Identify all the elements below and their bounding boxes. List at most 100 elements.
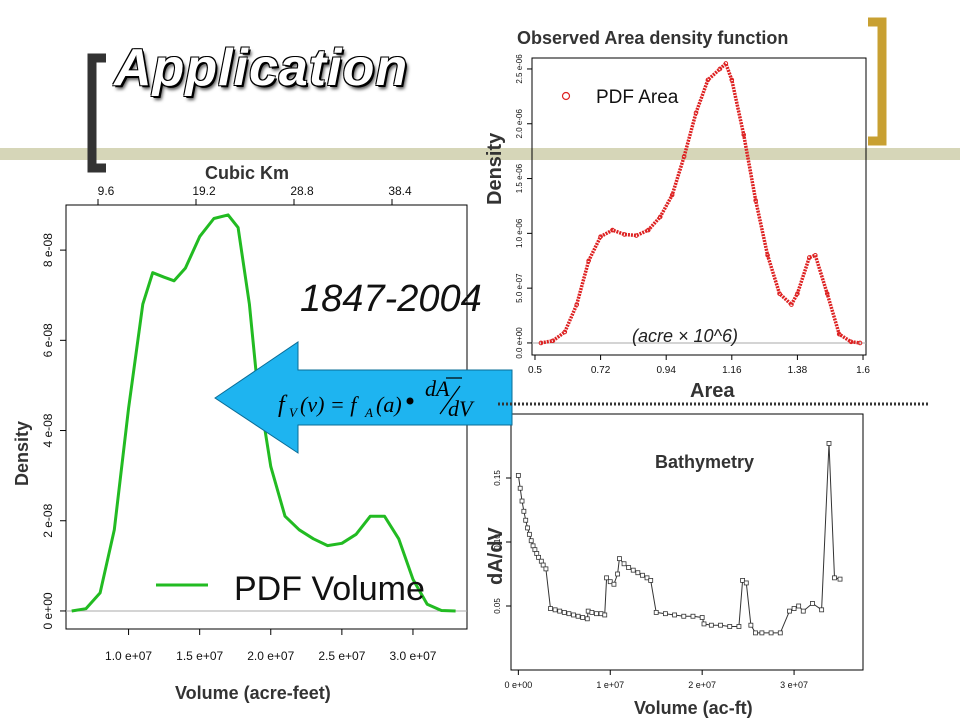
volume-y-tick-label: 0 e+00 xyxy=(41,592,55,629)
area-density-point xyxy=(669,192,675,198)
bathymetry-y-axis-label: dA/dV xyxy=(485,527,507,585)
area-density-point xyxy=(807,255,812,260)
area-density-point xyxy=(586,258,591,264)
area-density-point xyxy=(646,227,651,233)
bathymetry-x-tick-label: 1 e+07 xyxy=(596,680,624,690)
bathymetry-point xyxy=(701,621,707,627)
volume-density-line xyxy=(71,213,456,613)
area-x-tick-label: 0.5 xyxy=(528,365,542,376)
bathymetry-point xyxy=(736,624,742,629)
bathymetry-point xyxy=(690,613,696,619)
bathymetry-point xyxy=(837,576,843,582)
area-legend-marker xyxy=(561,91,571,101)
area-density-point xyxy=(693,110,699,116)
bathymetry-point xyxy=(523,517,529,523)
area-y-tick-label: 2.0 e-06 xyxy=(515,109,524,139)
bathymetry-point xyxy=(791,606,797,611)
area-density-point xyxy=(789,302,794,307)
bathymetry-point xyxy=(538,558,544,564)
bathymetry-point xyxy=(621,561,627,567)
bathymetry-point xyxy=(753,630,758,636)
bathymetry-point xyxy=(517,485,523,491)
top-axis-tick-label: 38.4 xyxy=(388,184,412,198)
top-axis-tick-label: 9.6 xyxy=(98,184,115,198)
bathymetry-point xyxy=(832,575,837,581)
right-bracket xyxy=(868,17,887,146)
bathymetry-point xyxy=(566,611,572,617)
bathymetry-point xyxy=(602,612,608,618)
bathymetry-point xyxy=(528,538,534,544)
bathymetry-x-tick-label: 3 e+07 xyxy=(780,680,808,690)
title-band xyxy=(0,148,960,160)
bathymetry-point xyxy=(536,554,541,560)
bathymetry-x-tick-label: 2 e+07 xyxy=(688,680,716,690)
bathymetry-x-tick-label: 0 e+00 xyxy=(504,680,532,690)
bathymetry-point xyxy=(534,551,540,556)
bathymetry-point xyxy=(571,612,576,618)
bathymetry-point xyxy=(777,630,783,636)
bathymetry-point xyxy=(611,581,617,587)
left-arrow-shape xyxy=(214,341,513,454)
area-x-tick-label: 0.94 xyxy=(656,365,676,376)
formula-fv: f xyxy=(278,392,288,418)
top-axis-tick-label: 19.2 xyxy=(192,184,216,198)
bathymetry-point xyxy=(727,624,733,629)
formula-sub-v: V xyxy=(289,405,299,420)
area-unit-annotation: (acre × 10^6) xyxy=(632,326,738,346)
bathymetry-title: Bathymetry xyxy=(655,452,755,472)
volume-x-tick-label: 1.0 e+07 xyxy=(105,649,152,663)
bathymetry-point xyxy=(768,630,774,636)
bathymetry-point xyxy=(759,630,765,636)
area-density-point xyxy=(753,198,758,203)
formula-lhs-arg: (v) = f xyxy=(300,392,359,417)
bathymetry-point xyxy=(630,567,636,573)
bathymetry-point xyxy=(681,613,687,619)
area-density-point xyxy=(717,66,723,72)
area-density-point xyxy=(598,234,603,239)
bathymetry-point xyxy=(557,608,563,614)
area-legend-label: PDF Area xyxy=(596,87,679,108)
bathymetry-point xyxy=(787,608,792,614)
slide-title: Application xyxy=(114,39,409,97)
bathymetry-point xyxy=(543,566,549,572)
volume-x-tick-label: 3.0 e+07 xyxy=(389,649,436,663)
bathymetry-point xyxy=(584,616,590,622)
top-axis-label: Cubic Km xyxy=(205,163,290,183)
bathymetry-x-axis-label: Volume (ac-ft) xyxy=(634,698,753,718)
area-density-point xyxy=(610,227,615,233)
area-x-tick-label: 1.16 xyxy=(722,365,742,376)
area-density-point xyxy=(765,252,770,258)
formula-denominator: dV xyxy=(448,396,475,421)
volume-y-tick-label: 6 e-08 xyxy=(41,323,55,357)
bathymetry-point xyxy=(800,608,806,614)
area-x-tick-label: 1.6 xyxy=(856,365,870,376)
bathymetry-point xyxy=(552,607,558,613)
area-density-point xyxy=(824,291,830,296)
volume-x-tick-label: 2.0 e+07 xyxy=(247,649,294,663)
bathymetry-point xyxy=(521,508,527,514)
area-density-point xyxy=(836,331,842,337)
bathymetry-point xyxy=(526,531,532,537)
formula-slash xyxy=(439,385,461,415)
area-y-tick-label: 0.0 e+00 xyxy=(515,327,524,359)
formula-sub-a: A xyxy=(364,405,373,420)
bathymetry-point xyxy=(826,441,832,446)
bathymetry-point xyxy=(640,572,645,578)
bathymetry-point xyxy=(617,556,622,562)
year-range-label: 1847-2004 xyxy=(300,278,482,320)
volume-x-axis-label: Volume (acre-feet) xyxy=(175,683,331,703)
bathymetry-point xyxy=(708,622,714,628)
area-density-point xyxy=(777,291,782,296)
area-density-point xyxy=(729,77,735,83)
bathymetry-point xyxy=(561,610,567,615)
area-density-point xyxy=(657,214,663,220)
bathymetry-point xyxy=(648,578,654,583)
area-y-tick-label: 2.5 e-06 xyxy=(515,54,524,84)
bathymetry-point xyxy=(663,611,668,617)
bathymetry-point xyxy=(718,622,723,628)
left-bracket xyxy=(87,53,106,173)
